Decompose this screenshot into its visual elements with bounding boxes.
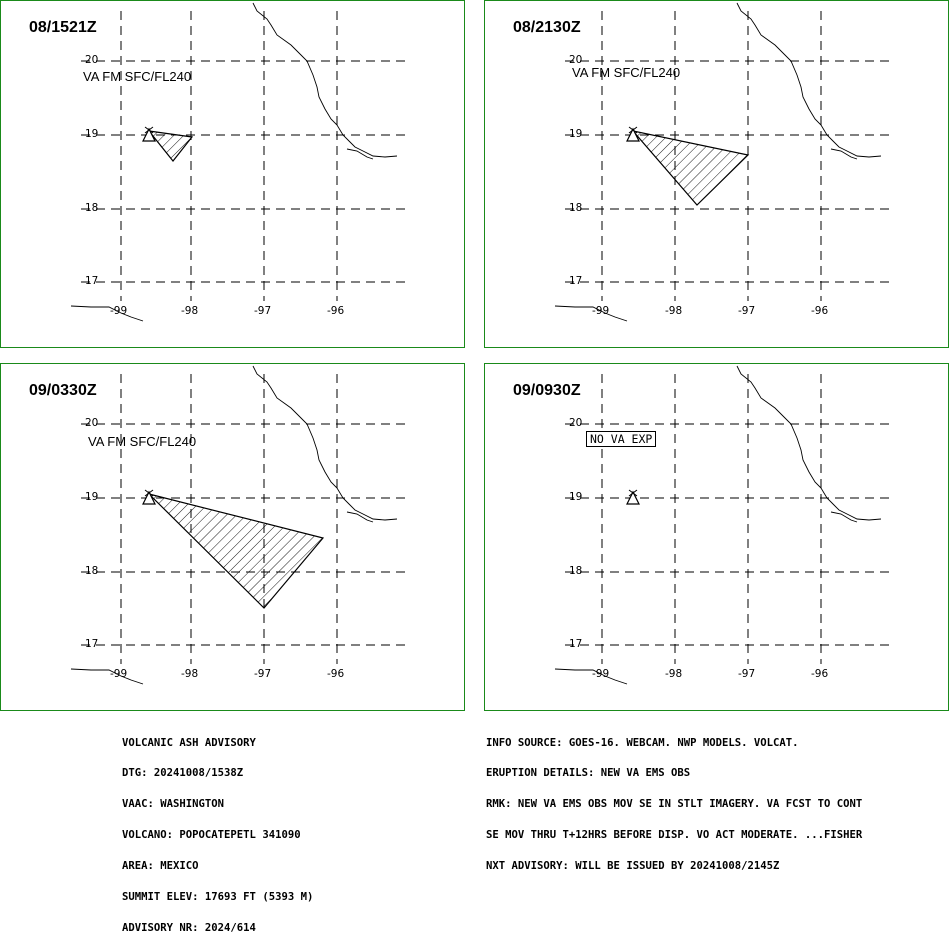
panel-time: 08/2130Z <box>513 19 581 36</box>
va-label: VA FM SFC/FL240 <box>88 434 197 449</box>
advisory-line: ADVISORY NR: 2024/614 <box>122 921 256 934</box>
panel-time: 09/0930Z <box>513 382 581 399</box>
advisory-line: SE MOV THRU T+12HRS BEFORE DISP. VO ACT … <box>486 829 863 842</box>
map-panel-1 <box>70 2 411 322</box>
lat-label: 18 <box>569 565 583 577</box>
lat-label: 20 <box>85 54 99 66</box>
advisory-line: VAAC: WASHINGTON <box>122 798 225 811</box>
panel-time: 08/1521Z <box>29 19 97 36</box>
advisory-line: ERUPTION DETAILS: NEW VA EMS OBS <box>486 767 691 780</box>
lon-label: -98 <box>181 305 199 317</box>
lon-label: -99 <box>592 668 610 680</box>
lon-label: -99 <box>110 305 128 317</box>
lat-label: 18 <box>85 202 99 214</box>
map-panel-2 <box>554 2 895 322</box>
panel-time: 09/0330Z <box>29 382 97 399</box>
advisory-line: AREA: MEXICO <box>122 860 199 873</box>
va-label: VA FM SFC/FL240 <box>572 65 681 80</box>
lon-label: -97 <box>254 668 272 680</box>
lat-label: 19 <box>85 128 99 140</box>
lat-label: 20 <box>569 54 583 66</box>
lat-label: 17 <box>85 638 99 650</box>
map-panel-4 <box>554 365 895 685</box>
map-panel-3 <box>70 365 411 685</box>
advisory-line: RMK: NEW VA EMS OBS MOV SE IN STLT IMAGE… <box>486 798 863 811</box>
lon-label: -98 <box>181 668 199 680</box>
advisory-line: NXT ADVISORY: WILL BE ISSUED BY 20241008… <box>486 860 780 873</box>
advisory-line: VOLCANIC ASH ADVISORY <box>122 736 256 749</box>
forecast-panel-2: 08/2130Z VA FM SFC/FL240 20 19 18 17 -99… <box>484 0 949 348</box>
lat-label: 19 <box>85 491 99 503</box>
advisory-line: DTG: 20241008/1538Z <box>122 767 244 780</box>
lon-label: -99 <box>592 305 610 317</box>
lon-label: -96 <box>811 305 829 317</box>
lon-label: -97 <box>738 668 756 680</box>
lat-label: 18 <box>569 202 583 214</box>
forecast-panel-1: 08/1521Z VA FM SFC/FL240 20 19 18 17 -99… <box>0 0 465 348</box>
advisory-line: INFO SOURCE: GOES-16. WEBCAM. NWP MODELS… <box>486 736 799 749</box>
lat-label: 17 <box>569 275 583 287</box>
lat-label: 17 <box>85 275 99 287</box>
advisory-line: SUMMIT ELEV: 17693 FT (5393 M) <box>122 891 314 904</box>
lat-label: 17 <box>569 638 583 650</box>
no-va-exp-box: NO VA EXP <box>586 431 657 447</box>
va-label: VA FM SFC/FL240 <box>83 69 192 84</box>
lon-label: -98 <box>665 305 683 317</box>
lat-label: 19 <box>569 491 583 503</box>
lat-label: 20 <box>569 417 583 429</box>
lon-label: -96 <box>327 305 345 317</box>
lat-label: 18 <box>85 565 99 577</box>
lon-label: -96 <box>327 668 345 680</box>
lon-label: -97 <box>738 305 756 317</box>
forecast-panel-4: 09/0930Z NO VA EXP 20 19 18 17 -99 -98 -… <box>484 363 949 711</box>
lon-label: -98 <box>665 668 683 680</box>
advisory-line: VOLCANO: POPOCATEPETL 341090 <box>122 829 301 842</box>
lat-label: 19 <box>569 128 583 140</box>
lon-label: -99 <box>110 668 128 680</box>
advisory-header-block: VOLCANIC ASH ADVISORY DTG: 20241008/1538… <box>122 717 313 944</box>
advisory-remarks-block: INFO SOURCE: GOES-16. WEBCAM. NWP MODELS… <box>486 717 862 882</box>
forecast-panel-3: 09/0330Z VA FM SFC/FL240 20 19 18 17 -99… <box>0 363 465 711</box>
lon-label: -96 <box>811 668 829 680</box>
lat-label: 20 <box>85 417 99 429</box>
lon-label: -97 <box>254 305 272 317</box>
